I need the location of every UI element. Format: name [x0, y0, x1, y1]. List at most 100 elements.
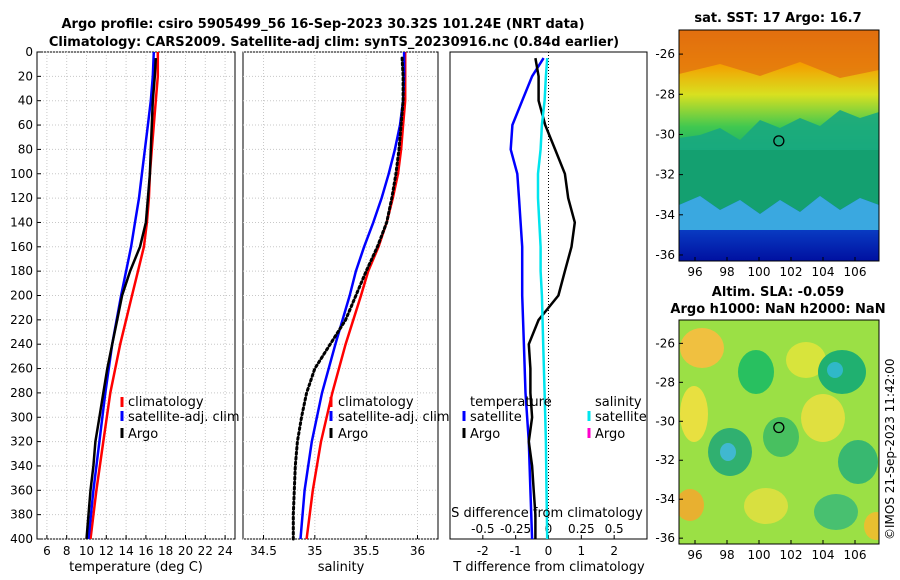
y-tick-label: 100: [10, 167, 33, 181]
title-line1: Argo profile: csiro 5905499_56 16-Sep-20…: [61, 17, 584, 32]
x-tick-label: 16: [138, 544, 153, 558]
y-tick-label: 400: [10, 532, 33, 546]
legend-title-temperature: temperature: [470, 395, 552, 410]
y-tick-label: 80: [18, 142, 33, 156]
lon-tick-label: 102: [780, 548, 803, 562]
salinity-series: [291, 52, 407, 541]
salinity-tick-labels: 34.5 35 35.5 36: [250, 535, 425, 558]
difference-series: [509, 57, 577, 540]
s-tick-label: 0: [545, 522, 553, 536]
temperature-legend: climatology satellite-adj. clim Argo: [120, 395, 240, 442]
y-tick-label: 0: [25, 45, 33, 59]
depth-tick-labels: 0 20 40 60 80 100 120 140 160 180 200 220 240 260 280 3…: [10, 45, 41, 546]
s-tick-label: 0.5: [605, 522, 624, 536]
sla-lon-tick-labels: 96 98 100 102 104 106: [687, 540, 866, 562]
x-tick-label: -2: [477, 544, 489, 558]
series-line-temperature-argo: [527, 57, 577, 539]
series-line-temperature-satellite: [509, 57, 545, 540]
x-tick-label: 10: [79, 544, 94, 558]
salinity-legend: climatology satellite-adj. clim Argo: [329, 395, 450, 442]
sla-map-title: Altim. SLA: -0.059: [712, 285, 844, 300]
t-difference-tick-labels: -2 -1 0 1 2: [477, 535, 618, 558]
x-tick-label: 18: [158, 544, 173, 558]
lon-tick-label: 106: [844, 548, 867, 562]
x-tick-label: 35.5: [353, 544, 380, 558]
t-difference-xlabel: T difference from climatology: [452, 560, 645, 575]
y-tick-label: 200: [10, 289, 33, 303]
argo-location-marker: [773, 135, 785, 147]
x-tick-label: 14: [118, 544, 133, 558]
lon-tick-label: 104: [812, 548, 835, 562]
s-tick-label: -0.25: [500, 522, 531, 536]
y-tick-label: 60: [18, 118, 33, 132]
y-tick-label: 320: [10, 435, 33, 449]
lat-tick-label: -34: [655, 492, 675, 506]
imos-timestamp: ©IMOS 21-Sep-2023 11:42:00: [883, 358, 897, 540]
s-tick-label: 0.25: [568, 522, 595, 536]
legend-label-argo: Argo: [338, 427, 368, 442]
x-tick-label: 34.5: [250, 544, 277, 558]
lon-tick-label: 96: [687, 548, 702, 562]
y-tick-label: 240: [10, 337, 33, 351]
lat-tick-label: -36: [655, 248, 675, 262]
x-tick-label: 22: [198, 544, 213, 558]
lat-tick-label: -28: [655, 375, 675, 389]
lat-tick-label: -28: [655, 87, 675, 101]
lat-tick-label: -30: [655, 127, 675, 141]
legend-label-satellite: satellite-adj. clim: [338, 410, 450, 425]
x-tick-label: 2: [610, 544, 618, 558]
x-tick-label: 6: [43, 544, 51, 558]
lon-tick-label: 102: [780, 265, 803, 279]
x-tick-label: 0: [545, 544, 553, 558]
x-tick-label: 20: [178, 544, 193, 558]
legend-label-s-satellite: satellite: [595, 410, 647, 425]
legend-label-s-argo: Argo: [595, 427, 625, 442]
x-tick-label: 8: [63, 544, 71, 558]
s-difference-tick-labels: -0.5 -0.25 0 0.25 0.5: [471, 522, 624, 536]
y-tick-label: 40: [18, 94, 33, 108]
lat-tick-label: -34: [655, 208, 675, 222]
legend-label-argo: Argo: [128, 427, 158, 442]
lon-tick-label: 106: [844, 265, 867, 279]
lat-tick-label: -32: [655, 453, 675, 467]
x-tick-label: 24: [217, 544, 232, 558]
y-tick-label: 280: [10, 386, 33, 400]
sla-lat-tick-labels: -26 -28 -30 -32 -34 -36: [655, 336, 683, 545]
y-tick-label: 360: [10, 483, 33, 497]
series-line-argo: [291, 56, 405, 541]
y-tick-label: 380: [10, 508, 33, 522]
x-tick-label: -1: [510, 544, 522, 558]
y-tick-label: 220: [10, 313, 33, 327]
y-tick-label: 180: [10, 264, 33, 278]
series-line-argo: [85, 58, 158, 540]
salinity-diff-legend: salinity satellite Argo: [587, 395, 647, 442]
series-line-climatology: [305, 52, 407, 540]
legend-label-t-satellite: satellite: [470, 410, 522, 425]
lat-tick-label: -32: [655, 168, 675, 182]
lat-tick-label: -36: [655, 531, 675, 545]
temperature-series: [85, 51, 160, 540]
sst-map-title: sat. SST: 17 Argo: 16.7: [694, 11, 861, 26]
title-line2: Climatology: CARS2009. Satellite-adj cli…: [49, 35, 619, 50]
series-line-satellite-adj-clim: [87, 51, 156, 540]
sla-map: Altim. SLA: -0.059 Argo h1000: NaN h2000…: [655, 285, 885, 562]
series-line-climatology: [89, 52, 160, 540]
y-tick-label: 20: [18, 69, 33, 83]
sst-lon-tick-labels: 96 98 100 102 104 106: [687, 257, 866, 279]
lon-tick-label: 104: [812, 265, 835, 279]
lat-tick-label: -26: [655, 47, 675, 61]
s-difference-xlabel: S difference from climatology: [451, 506, 643, 521]
argo-location-marker: [773, 421, 785, 434]
y-tick-label: 120: [10, 191, 33, 205]
sst-map: sat. SST: 17 Argo: 16.7 -26 -28 -30 -32 -34 -…: [655, 11, 880, 279]
salinity-xlabel: salinity: [318, 560, 365, 575]
y-tick-label: 260: [10, 362, 33, 376]
y-tick-label: 160: [10, 240, 33, 254]
x-tick-label: 35: [307, 544, 322, 558]
lon-tick-label: 98: [719, 265, 734, 279]
temperature-panel: 0 20 40 60 80 100 120 140 160 180 200 220 240 260 280 3…: [10, 45, 240, 575]
lon-tick-label: 98: [719, 548, 734, 562]
x-tick-label: 1: [578, 544, 586, 558]
temperature-tick-labels: 6 8 10 12 14 16 18 20 22 24: [43, 535, 233, 558]
sla-map-subtitle: Argo h1000: NaN h2000: NaN: [670, 302, 885, 317]
